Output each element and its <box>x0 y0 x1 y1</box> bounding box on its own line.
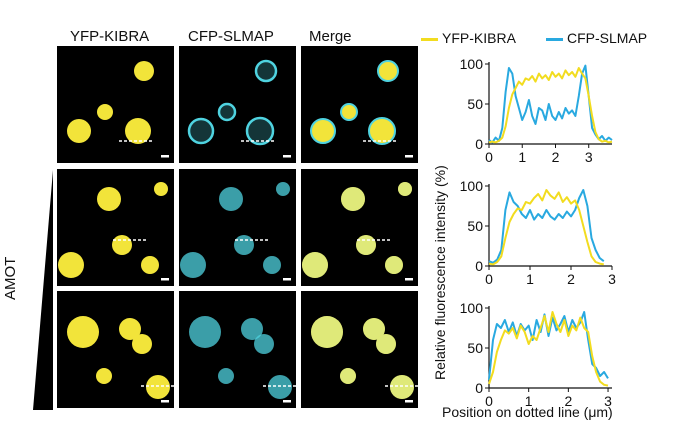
plot2-xtick-label-1: 1 <box>526 271 534 287</box>
legend-label-yfp: YFP-KIBRA <box>442 30 516 46</box>
plot3-ytick-label-50: 50 <box>467 340 483 356</box>
plot2-xtick-label-2: 2 <box>567 271 575 287</box>
plot3-xtick-label-2: 2 <box>564 393 572 409</box>
column-header-yfp: YFP-KIBRA <box>70 28 150 45</box>
plot3-ytick-label-0: 0 <box>475 380 483 396</box>
plot2-series-cfp-slmap <box>488 189 605 264</box>
column-header-merge: Merge <box>309 28 352 45</box>
plot3-series-yfp-kibra <box>488 311 609 387</box>
panel-cfp-row-1 <box>179 46 296 163</box>
panel-yfp-row-1 <box>57 46 174 163</box>
plot3-xtick-label-1: 1 <box>525 393 533 409</box>
panel-cfp-row-2 <box>179 169 296 286</box>
panel-merge-row-3 <box>301 291 418 408</box>
legend-label-cfp: CFP-SLMAP <box>567 30 648 46</box>
plot2-ytick-label-0: 0 <box>475 258 483 274</box>
plot2-ytick-label-100: 100 <box>460 178 484 194</box>
plot1-xtick-label-2: 2 <box>552 149 560 165</box>
column-header-cfp: CFP-SLMAP <box>188 28 274 45</box>
plot3-xtick-label-0: 0 <box>485 393 493 409</box>
plot3-xtick-label-3: 3 <box>604 393 612 409</box>
plot1-ytick-label-100: 100 <box>460 56 484 72</box>
panel-merge-row-2 <box>301 169 418 286</box>
plot1-ytick-label-50: 50 <box>467 96 483 112</box>
plot2-series-yfp-kibra <box>488 189 604 266</box>
panel-cfp-row-3 <box>179 291 296 408</box>
y-axis-label: Relative fluorescence intensity (%) <box>432 165 448 380</box>
panel-merge-row-1 <box>301 46 418 163</box>
plot2-xtick-label-3: 3 <box>608 271 616 287</box>
plot2-xtick-label-0: 0 <box>485 271 493 287</box>
plot1-series-cfp-slmap <box>488 64 613 144</box>
plot2-ytick-label-50: 50 <box>467 218 483 234</box>
plot1-xtick-label-3: 3 <box>585 149 593 165</box>
plot1-xtick-label-1: 1 <box>518 149 526 165</box>
plot3-ytick-label-100: 100 <box>460 300 484 316</box>
plot1-series-yfp-kibra <box>488 67 613 144</box>
x-axis-label: Position on dotted line (μm) <box>442 404 613 420</box>
legend-swatch-yfp <box>421 38 438 41</box>
legend-swatch-cfp <box>546 38 563 41</box>
amot-gradient-wedge <box>33 170 53 410</box>
plot1-ytick-label-0: 0 <box>475 136 483 152</box>
panel-yfp-row-3 <box>57 291 174 408</box>
panel-yfp-row-2 <box>57 169 174 286</box>
plot1-xtick-label-0: 0 <box>485 149 493 165</box>
